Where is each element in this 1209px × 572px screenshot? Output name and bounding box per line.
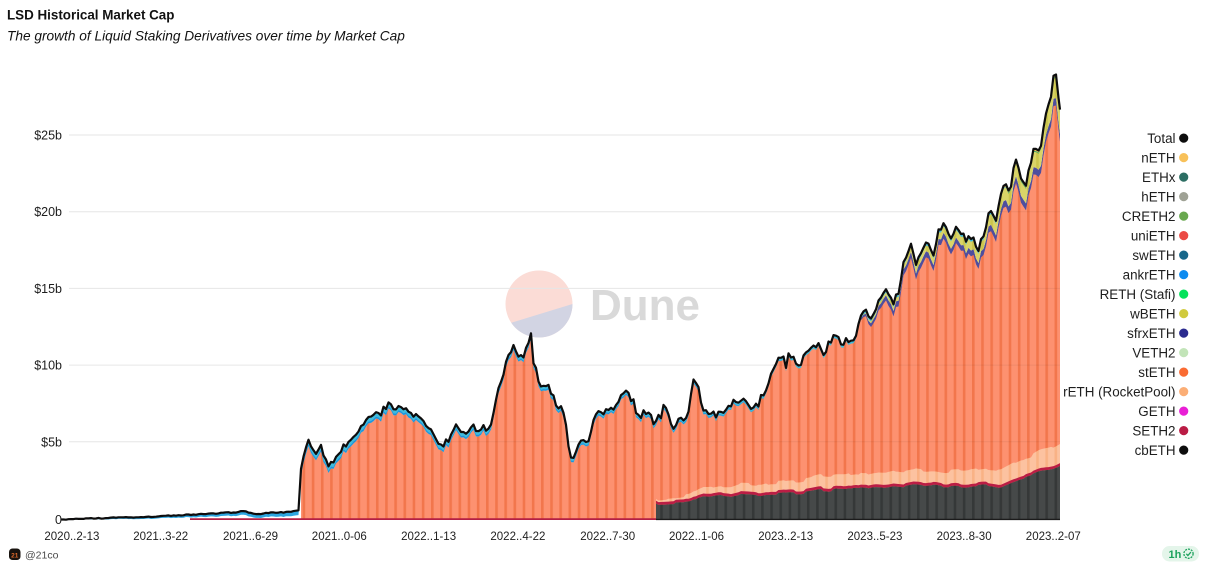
svg-text:0: 0 <box>55 513 62 527</box>
svg-text:@21co: @21co <box>25 550 59 562</box>
svg-text:ETHx: ETHx <box>1142 170 1176 185</box>
svg-text:The growth of Liquid Staking D: The growth of Liquid Staking Derivatives… <box>7 28 405 43</box>
svg-text:$5b: $5b <box>41 435 62 449</box>
svg-text:hETH: hETH <box>1141 189 1175 204</box>
svg-text:uniETH: uniETH <box>1131 228 1176 243</box>
svg-text:2020..2-13: 2020..2-13 <box>44 531 99 543</box>
svg-text:$10b: $10b <box>34 359 62 373</box>
svg-text:$15b: $15b <box>34 282 62 296</box>
svg-text:2022..1-13: 2022..1-13 <box>401 531 456 543</box>
svg-text:cbETH: cbETH <box>1135 443 1176 458</box>
svg-text:wBETH: wBETH <box>1129 306 1175 321</box>
svg-text:ankrETH: ankrETH <box>1123 267 1176 282</box>
svg-text:SETH2: SETH2 <box>1132 423 1175 438</box>
svg-text:LSD Historical Market Cap: LSD Historical Market Cap <box>7 7 174 22</box>
svg-text:2021..6-29: 2021..6-29 <box>223 531 278 543</box>
svg-text:2022..1-06: 2022..1-06 <box>669 531 724 543</box>
svg-text:2023..8-30: 2023..8-30 <box>937 531 992 543</box>
svg-text:CRETH2: CRETH2 <box>1122 209 1176 224</box>
svg-text:sfrxETH: sfrxETH <box>1127 326 1175 341</box>
svg-text:2022..7-30: 2022..7-30 <box>580 531 635 543</box>
svg-text:$25b: $25b <box>34 129 62 143</box>
svg-text:GETH: GETH <box>1138 404 1175 419</box>
svg-text:stETH: stETH <box>1138 365 1175 380</box>
svg-text:Total: Total <box>1147 131 1175 146</box>
svg-text:2023..2-13: 2023..2-13 <box>758 531 813 543</box>
svg-text:Dune: Dune <box>590 281 700 330</box>
svg-text:1h: 1h <box>1169 549 1182 561</box>
svg-text:nETH: nETH <box>1141 150 1175 165</box>
svg-text:RETH (Stafi): RETH (Stafi) <box>1100 287 1176 302</box>
svg-text:21: 21 <box>11 553 19 560</box>
svg-text:2021..0-06: 2021..0-06 <box>312 531 367 543</box>
svg-text:rETH (RocketPool): rETH (RocketPool) <box>1063 384 1175 399</box>
svg-text:swETH: swETH <box>1132 248 1175 263</box>
svg-text:2022..4-22: 2022..4-22 <box>490 531 545 543</box>
svg-text:$20b: $20b <box>34 205 62 219</box>
svg-text:2021..3-22: 2021..3-22 <box>133 531 188 543</box>
svg-text:2023..5-23: 2023..5-23 <box>847 531 902 543</box>
svg-text:VETH2: VETH2 <box>1132 345 1175 360</box>
svg-text:2023..2-07: 2023..2-07 <box>1026 531 1081 543</box>
